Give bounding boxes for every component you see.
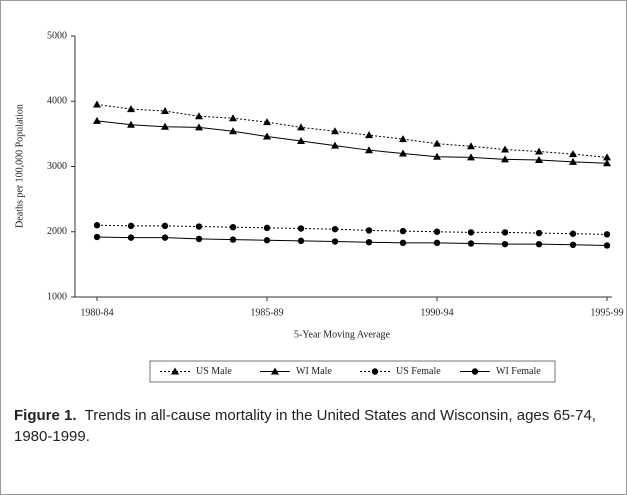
data-point [229,223,237,231]
y-tick-label: 3000 [47,161,67,172]
legend-label: US Female [396,366,441,377]
data-point [603,231,611,238]
data-point [365,146,373,154]
data-point [501,145,509,153]
series-line [96,236,608,246]
data-point [535,147,543,155]
data-point [399,227,407,235]
data-point [603,153,611,161]
data-point [331,127,339,135]
data-point [195,123,203,131]
series-line [96,224,608,235]
x-tick-label: 1990-94 [420,307,453,318]
x-tick-label: 1995-99 [590,307,623,318]
data-point [603,159,611,167]
data-point [263,224,271,232]
chart: Deaths per 100,000 Population 5-Year Mov… [14,30,624,383]
data-point [331,238,339,245]
data-point [263,237,271,244]
data-point [161,107,169,115]
data-point [195,223,203,230]
data-point [331,225,339,233]
data-point [127,234,135,241]
y-tick-label: 2000 [47,226,67,237]
data-point [365,227,373,234]
data-point [433,228,441,235]
caption-text: Trends in all-cause mortality in the Uni… [14,407,596,445]
caption-label: Figure 1. [14,407,77,424]
series-line [96,104,608,158]
legend-marker [471,368,479,375]
legend-marker [271,367,279,375]
series-line [96,120,608,164]
data-point [297,137,305,145]
data-point [569,157,577,165]
data-point [127,222,135,230]
data-point [501,155,509,163]
data-point [297,123,305,131]
y-axis-label: Deaths per 100,000 Population [14,104,25,228]
data-point [603,242,611,249]
legend-label: WI Female [496,366,541,377]
data-point [365,131,373,139]
data-point [229,127,237,135]
data-point [569,230,577,237]
data-point [535,155,543,163]
data-point [127,105,135,113]
data-point [297,225,305,232]
legend-label: WI Male [296,366,332,377]
data-point [161,234,169,241]
data-point [467,153,475,161]
data-point [263,118,271,126]
legend-marker [171,367,179,375]
data-point [229,114,237,122]
y-tick-label: 1000 [47,291,67,302]
legend-box [149,360,556,383]
legend-label: US Male [196,366,232,377]
data-point [433,139,441,147]
data-point [93,222,101,229]
legend-marker [371,368,379,375]
x-axis-label: 5-Year Moving Average [294,329,391,340]
data-point [127,120,135,128]
data-point [331,141,339,149]
data-point [229,236,237,243]
data-point [467,142,475,150]
data-point [433,152,441,160]
y-tick-label: 5000 [47,30,67,41]
data-point [569,150,577,158]
data-point [297,237,305,245]
data-point [93,100,101,108]
data-point [263,132,271,140]
data-point [535,240,543,248]
data-point [399,135,407,143]
caption: Figure 1. Trends in all-cause mortality … [14,405,604,447]
data-point [569,241,577,248]
data-point [93,233,101,241]
data-point [161,222,169,230]
data-point [399,239,407,247]
data-point [467,240,475,247]
data-point [365,238,373,246]
x-tick-label: 1985-89 [250,307,283,318]
data-point [399,149,407,157]
data-point [93,116,101,124]
y-tick-label: 4000 [47,96,67,107]
data-point [433,239,441,247]
data-point [195,235,203,243]
data-point [195,112,203,120]
x-tick-label: 1980-84 [80,307,113,318]
data-point [501,240,509,248]
data-point [161,122,169,130]
data-point [501,229,509,236]
data-point [467,229,475,236]
data-point [535,229,543,237]
